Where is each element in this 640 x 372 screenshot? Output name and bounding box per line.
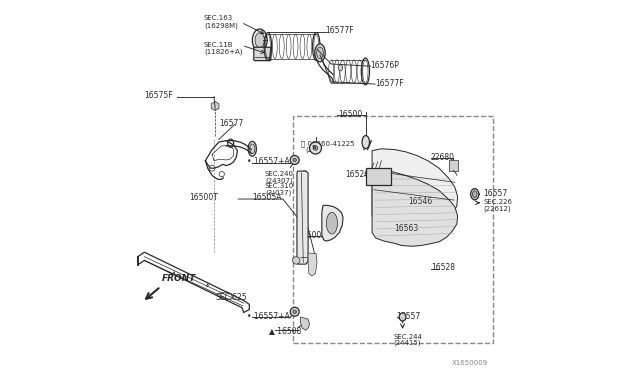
- Ellipse shape: [248, 141, 257, 156]
- Text: 16563: 16563: [394, 224, 419, 233]
- FancyBboxPatch shape: [449, 160, 458, 171]
- Text: 16557: 16557: [396, 312, 420, 321]
- Polygon shape: [308, 253, 317, 276]
- Ellipse shape: [255, 33, 264, 48]
- Text: SEC.226: SEC.226: [484, 199, 513, 205]
- Text: SEC.11B: SEC.11B: [204, 42, 234, 48]
- Text: 16557: 16557: [484, 189, 508, 198]
- Circle shape: [293, 310, 296, 314]
- Polygon shape: [301, 317, 310, 330]
- Text: 16500T: 16500T: [189, 193, 218, 202]
- Text: (16298M): (16298M): [204, 22, 238, 29]
- Polygon shape: [372, 170, 458, 246]
- Circle shape: [293, 158, 296, 162]
- Text: SEC.240: SEC.240: [265, 171, 294, 177]
- Text: 16528: 16528: [431, 263, 455, 272]
- Text: SEC.244: SEC.244: [394, 334, 422, 340]
- Text: S: S: [312, 145, 316, 150]
- Ellipse shape: [338, 65, 342, 71]
- Text: ⓢ 08360-41225: ⓢ 08360-41225: [301, 140, 354, 147]
- Text: SEC.310: SEC.310: [265, 183, 294, 189]
- Text: 16576P: 16576P: [371, 61, 399, 70]
- Polygon shape: [372, 149, 458, 231]
- Text: ▲ 16508: ▲ 16508: [269, 326, 301, 335]
- Circle shape: [314, 146, 318, 150]
- Text: X1650009: X1650009: [452, 360, 488, 366]
- Text: (11826+A): (11826+A): [204, 48, 243, 55]
- Ellipse shape: [470, 189, 479, 200]
- Text: 16577F: 16577F: [326, 26, 354, 35]
- Text: (2): (2): [306, 146, 316, 153]
- Circle shape: [290, 155, 299, 164]
- Text: 22680: 22680: [431, 153, 455, 162]
- Ellipse shape: [326, 212, 337, 234]
- Text: 16526: 16526: [346, 170, 369, 179]
- Text: • 16557+A: • 16557+A: [248, 312, 290, 321]
- Ellipse shape: [317, 47, 323, 59]
- Ellipse shape: [250, 144, 255, 154]
- Text: 16500: 16500: [338, 110, 362, 119]
- FancyBboxPatch shape: [365, 168, 392, 185]
- Text: 16577F: 16577F: [375, 79, 404, 88]
- Ellipse shape: [472, 191, 477, 198]
- Ellipse shape: [252, 29, 267, 51]
- Ellipse shape: [315, 44, 325, 62]
- Text: (3)037): (3)037): [265, 189, 291, 196]
- Text: 16500X: 16500X: [298, 231, 327, 240]
- Text: 16546: 16546: [408, 197, 433, 206]
- Text: SEC.625: SEC.625: [215, 293, 247, 302]
- Text: FRONT: FRONT: [162, 274, 196, 283]
- Polygon shape: [297, 171, 308, 264]
- Text: 16505A: 16505A: [252, 193, 282, 202]
- Text: • 16557+A: • 16557+A: [248, 157, 290, 166]
- Polygon shape: [322, 205, 343, 241]
- Text: 16577: 16577: [219, 119, 243, 128]
- Text: (24307): (24307): [265, 177, 292, 184]
- Circle shape: [290, 307, 299, 316]
- Ellipse shape: [399, 313, 406, 321]
- Text: (22612): (22612): [484, 205, 511, 212]
- Text: 16575F: 16575F: [145, 92, 173, 100]
- Circle shape: [310, 142, 321, 154]
- Bar: [293, 116, 493, 343]
- Ellipse shape: [362, 136, 369, 149]
- Text: SEC.163: SEC.163: [204, 15, 233, 21]
- Circle shape: [292, 257, 300, 264]
- Text: (24415): (24415): [394, 340, 421, 346]
- FancyBboxPatch shape: [254, 47, 271, 61]
